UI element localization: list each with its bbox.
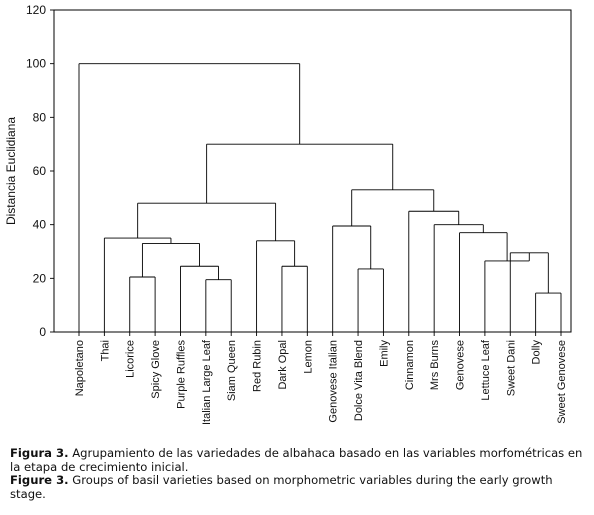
caption-spanish-label: Figura 3.	[10, 446, 69, 460]
dendrogram-links	[78, 63, 562, 332]
leaf-label-spicy-glove: Spicy Glove	[150, 340, 162, 399]
leaf-label-genovese: Genovese	[455, 340, 467, 390]
leaf-label-sweet-dani: Sweet Dani	[505, 340, 517, 396]
cluster-link-c11	[535, 292, 562, 332]
cluster-link-c9	[357, 268, 384, 332]
cluster-link-c12	[509, 252, 549, 332]
y-axis: 0 20 40 60 80 100 120	[26, 3, 54, 339]
cluster-link-c17	[351, 189, 435, 227]
leaf-label-licorice: Licorice	[125, 340, 137, 378]
cluster-link-c7	[256, 240, 296, 332]
leaf-label-mrs-burns: Mrs Burns	[429, 340, 441, 391]
cluster-link-c6	[281, 265, 308, 332]
y-tick-label: 40	[33, 218, 47, 232]
y-tick-label: 0	[39, 325, 46, 339]
cluster-link-c5	[103, 237, 172, 332]
y-tick-label: 100	[26, 57, 46, 71]
caption-english-text: Groups of basil varieties based on morph…	[10, 473, 553, 501]
leaf-label-lettuce-leaf: Lettuce Leaf	[480, 339, 492, 400]
cluster-link-c2	[205, 279, 232, 332]
leaf-label-dolce-vita-blend: Dolce Vita Blend	[353, 340, 365, 421]
cluster-link-c18	[206, 143, 394, 204]
plot-frame	[53, 9, 572, 333]
leaf-label-genovese-italian: Genovese Italian	[328, 340, 340, 423]
leaf-label-cinnamon: Cinnamon	[404, 340, 416, 390]
leaf-label-siam-queen: Siam Queen	[226, 340, 238, 401]
cluster-link-c3	[180, 265, 219, 332]
cluster-link-c10	[332, 225, 372, 332]
caption-spanish-text: Agrupamiento de las variedades de albaha…	[10, 446, 583, 474]
y-tick-label: 20	[33, 271, 47, 285]
cluster-link-c14	[459, 232, 508, 332]
leaf-label-sweet-genovese: Sweet Genovese	[556, 340, 568, 424]
cluster-link-c13	[484, 252, 530, 332]
leaf-label-thai: Thai	[99, 340, 111, 361]
x-axis: Napoletano Thai Licorice Spicy Glove Purple …	[74, 332, 568, 425]
leaf-label-red-rubin: Red Rubin	[252, 340, 264, 392]
y-axis-label: Distancia Euclidiana	[4, 117, 18, 225]
caption-english: Figure 3. Groups of basil varieties base…	[10, 473, 585, 501]
leaf-label-lemon: Lemon	[302, 340, 314, 374]
leaf-label-napoletano: Napoletano	[74, 340, 86, 396]
y-tick-label: 80	[33, 110, 47, 124]
leaf-label-emily: Emily	[378, 340, 390, 367]
y-tick-label: 60	[33, 164, 47, 178]
cluster-link-c19	[78, 63, 301, 332]
leaf-label-purple-ruffles: Purple Ruffles	[175, 340, 187, 409]
cluster-link-c8	[137, 202, 277, 241]
y-tick-label: 120	[26, 3, 46, 17]
cluster-link-c4	[141, 242, 200, 277]
caption-english-label: Figure 3.	[10, 473, 69, 487]
cluster-link-c15	[433, 224, 484, 332]
figure-caption: Figura 3. Agrupamiento de las variedades…	[10, 446, 585, 501]
leaf-label-dark-opal: Dark Opal	[277, 340, 289, 390]
dendrogram-chart: 0 20 40 60 80 100 120 Napoletano Thai Licorice Sp…	[4, 3, 572, 425]
caption-spanish: Figura 3. Agrupamiento de las variedades…	[10, 446, 585, 474]
leaf-label-dolly: Dolly	[531, 340, 543, 365]
cluster-link-c1	[129, 276, 156, 332]
leaf-label-italian-large-leaf: Italian Large Leaf	[201, 339, 213, 425]
